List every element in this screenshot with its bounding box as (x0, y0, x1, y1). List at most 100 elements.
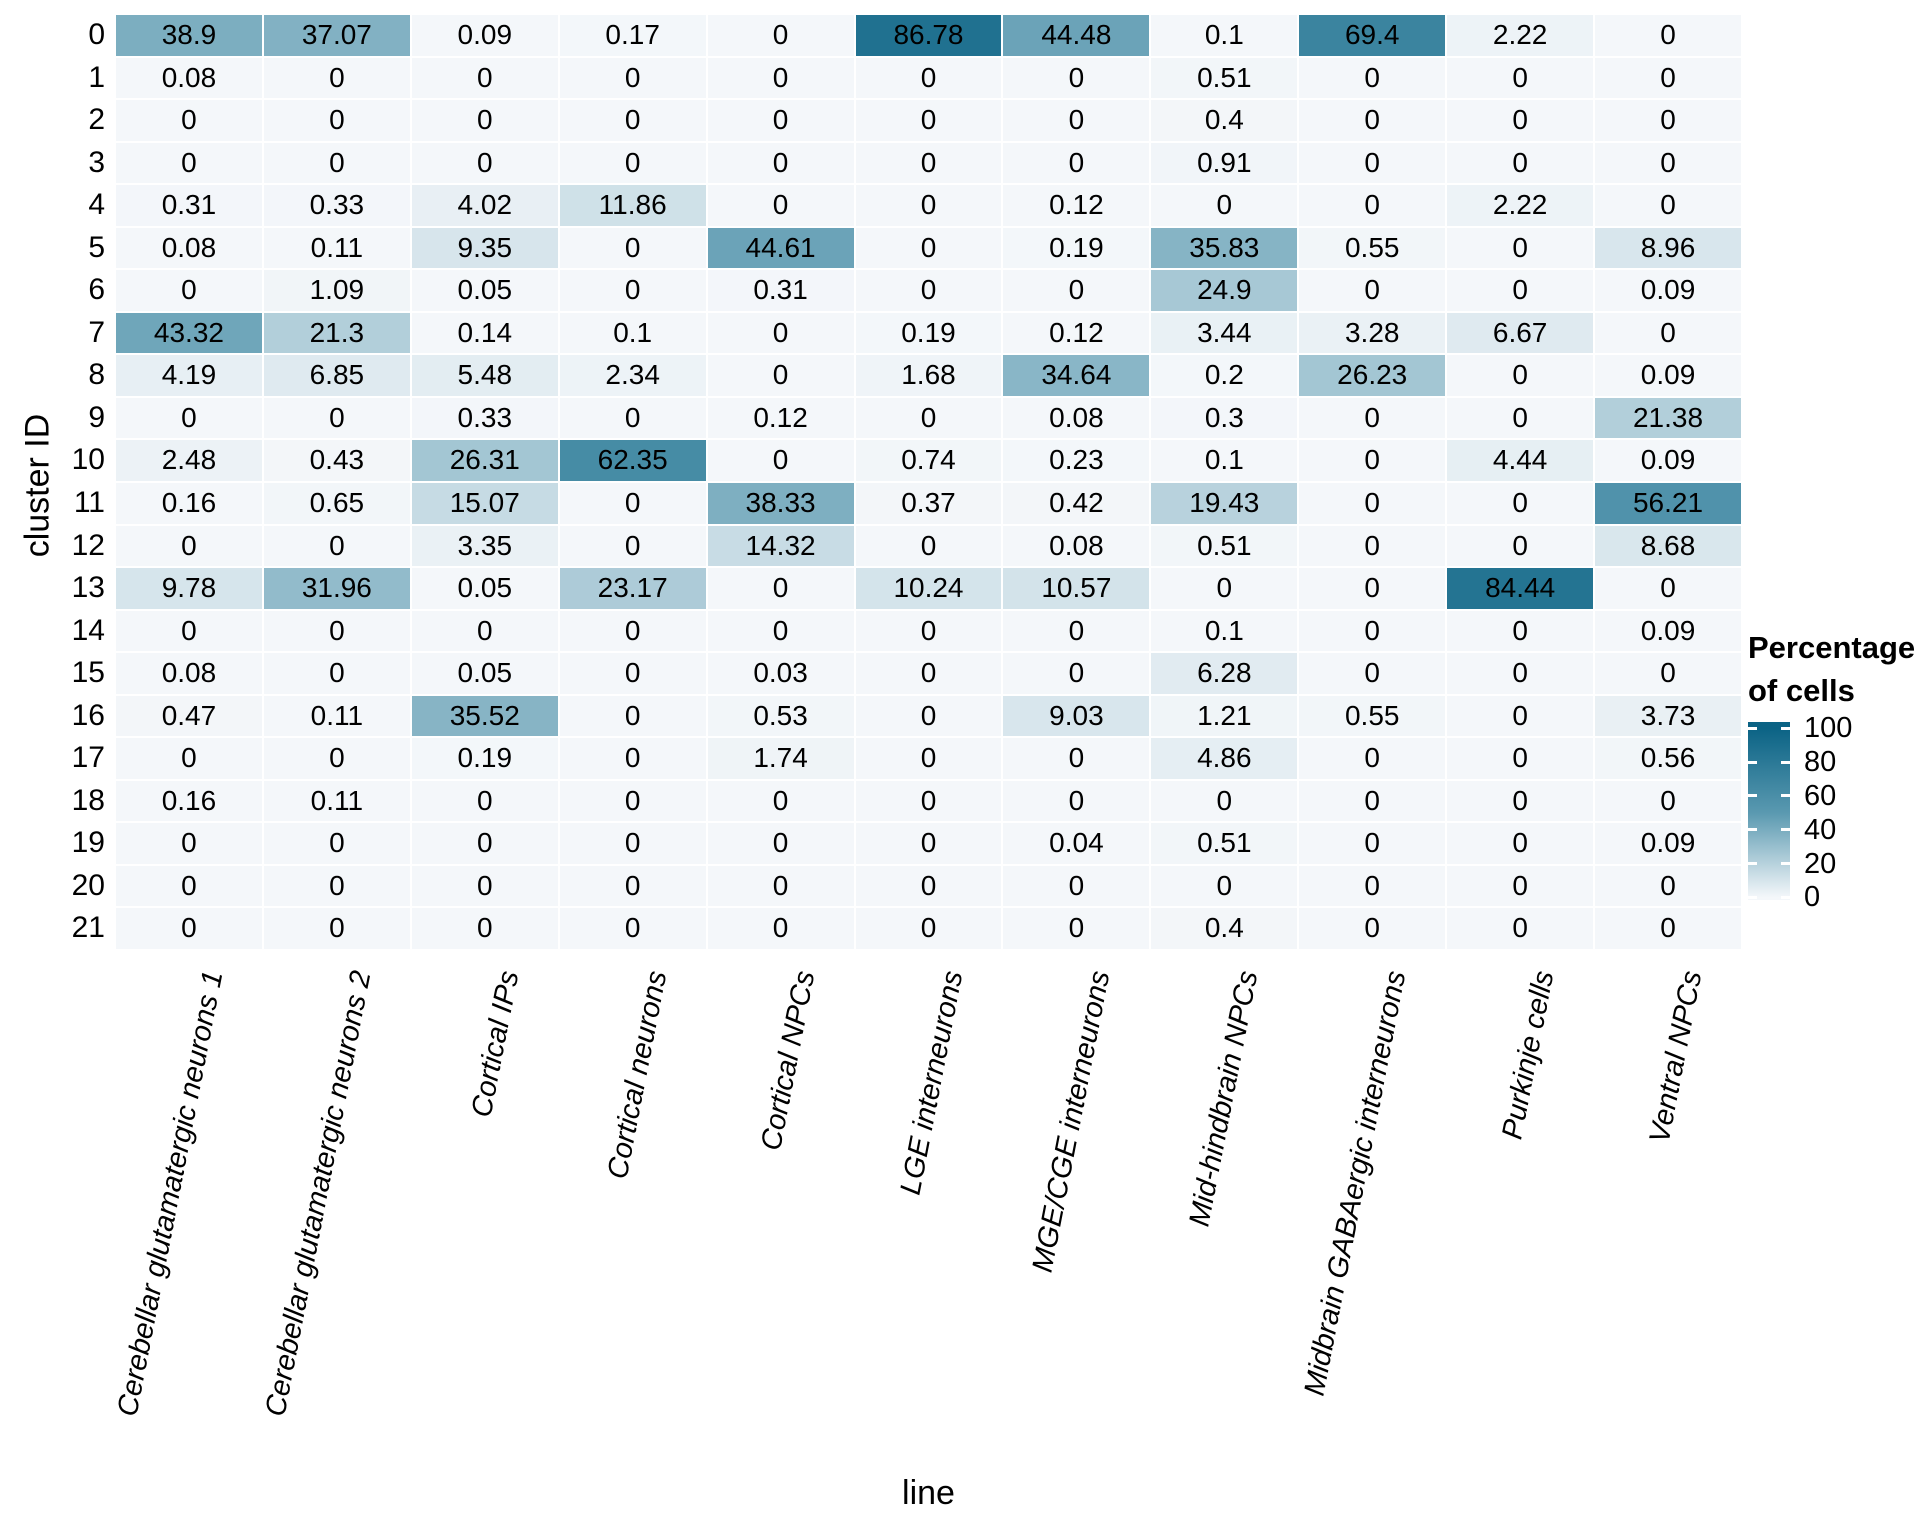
heatmap-cell: 24.9 (1151, 270, 1298, 311)
heatmap-cell: 0.08 (116, 57, 262, 99)
line-label: Cortical neurons (601, 968, 674, 1182)
heatmap-cell: 0 (1003, 738, 1150, 779)
heatmap-cell: 0 (559, 483, 706, 524)
heatmap-cell: 0 (855, 610, 1002, 652)
legend-tick-mark (1781, 895, 1790, 899)
heatmap-cell: 0.2 (1151, 355, 1298, 396)
heatmap-cell: 0.51 (1151, 57, 1298, 99)
cluster-id-label: 6 (88, 273, 105, 307)
heatmap-cell: 0.08 (1003, 525, 1150, 567)
cluster-id-label: 14 (71, 613, 105, 647)
heatmap-cell: 0.33 (263, 185, 410, 226)
heatmap-cell: 0 (411, 865, 558, 907)
heatmap-cell: 0.91 (1151, 142, 1298, 184)
heatmap-cell: 0 (1595, 142, 1741, 184)
heatmap-cell: 0.16 (116, 483, 262, 524)
heatmap-cell: 44.61 (707, 227, 854, 269)
heatmap-cell: 3.28 (1299, 312, 1446, 354)
heatmap-cell: 0.37 (855, 483, 1002, 524)
heatmap-cell: 0 (116, 525, 262, 567)
legend-tick-mark (1781, 828, 1790, 832)
cluster-id-label: 16 (71, 698, 105, 732)
heatmap-cell: 0 (1003, 142, 1150, 184)
heatmap-cell: 21.3 (263, 312, 410, 354)
heatmap-cell: 0 (559, 57, 706, 99)
heatmap-cell: 0 (1299, 908, 1446, 949)
heatmap-cell: 38.9 (116, 15, 262, 56)
heatmap-cell: 0.12 (707, 397, 854, 439)
heatmap-cell: 0 (855, 270, 1002, 311)
heatmap-cell: 0.09 (1595, 355, 1741, 396)
legend-tick-label: 60 (1804, 779, 1837, 812)
heatmap-cell: 0.1 (1151, 440, 1298, 481)
heatmap-cell: 0 (1299, 397, 1446, 439)
heatmap-cell: 0 (1595, 908, 1741, 949)
heatmap-cell: 0.04 (1003, 823, 1150, 864)
heatmap-cell: 0 (855, 695, 1002, 737)
heatmap-cell: 0 (559, 865, 706, 907)
heatmap-cell: 0 (1447, 908, 1594, 949)
heatmap-cell: 0 (1595, 57, 1741, 99)
heatmap-cell: 0 (855, 397, 1002, 439)
heatmap-cell: 0 (559, 610, 706, 652)
heatmap-cell: 0 (707, 610, 854, 652)
heatmap-cell: 0 (855, 823, 1002, 864)
heatmap-cell: 11.86 (559, 185, 706, 226)
heatmap-cell: 0 (1595, 100, 1741, 141)
legend-tick-mark (1748, 726, 1757, 730)
cluster-id-label: 13 (71, 571, 105, 605)
heatmap-cell: 0 (1003, 57, 1150, 99)
heatmap-cell: 9.78 (116, 568, 262, 609)
heatmap-cell: 0 (263, 610, 410, 652)
line-label: Midbrain GABAergic interneurons (1298, 968, 1413, 1399)
heatmap-cell: 0 (707, 185, 854, 226)
heatmap-cell: 0 (263, 653, 410, 694)
line-label: Cerebellar glutamatergic neurons 1 (111, 968, 230, 1419)
heatmap-cell: 0.74 (855, 440, 1002, 481)
heatmap-cell: 0 (855, 780, 1002, 822)
line-label: Ventral NPCs (1643, 968, 1709, 1146)
heatmap-cell: 14.32 (707, 525, 854, 567)
heatmap-cell: 0.1 (1151, 15, 1298, 56)
heatmap-cell: 0 (116, 908, 262, 949)
heatmap-cell: 0 (559, 823, 706, 864)
heatmap-cell: 0 (1447, 865, 1594, 907)
heatmap-cell: 6.28 (1151, 653, 1298, 694)
heatmap-cell: 0 (707, 142, 854, 184)
heatmap-cell: 0 (116, 397, 262, 439)
heatmap-cell: 0 (1595, 653, 1741, 694)
heatmap-cell: 38.33 (707, 483, 854, 524)
heatmap-cell: 0 (1299, 865, 1446, 907)
heatmap-cell: 0 (411, 142, 558, 184)
heatmap-cell: 0 (1003, 865, 1150, 907)
heatmap-cell: 1.09 (263, 270, 410, 311)
heatmap-cell: 0.43 (263, 440, 410, 481)
heatmap-cell: 0 (1447, 57, 1594, 99)
heatmap-cell: 0 (855, 100, 1002, 141)
heatmap-cell: 0 (1447, 483, 1594, 524)
heatmap-cell: 0 (707, 823, 854, 864)
cluster-id-label: 5 (88, 230, 105, 264)
line-label: Mid-hindbrain NPCs (1183, 968, 1265, 1230)
heatmap-cell: 0 (559, 100, 706, 141)
heatmap-cell: 0.09 (1595, 270, 1741, 311)
heatmap-cell: 0.14 (411, 312, 558, 354)
heatmap-cell: 0 (1447, 738, 1594, 779)
heatmap-cell: 0.16 (116, 780, 262, 822)
legend-title-line2: of cells (1748, 673, 1855, 708)
heatmap-cell: 0 (1595, 185, 1741, 226)
legend-tick-label: 80 (1804, 746, 1837, 779)
heatmap-cell: 31.96 (263, 568, 410, 609)
heatmap-cell: 0 (1151, 865, 1298, 907)
heatmap-cell: 0 (1151, 185, 1298, 226)
cluster-id-label: 4 (88, 188, 105, 222)
heatmap-cell: 0 (855, 142, 1002, 184)
heatmap-cell: 0.4 (1151, 100, 1298, 141)
heatmap-cell: 0.11 (263, 695, 410, 737)
heatmap-cell: 9.35 (411, 227, 558, 269)
legend-tick-mark (1781, 726, 1790, 730)
heatmap-cell: 0.31 (116, 185, 262, 226)
heatmap-cell: 6.67 (1447, 312, 1594, 354)
heatmap-cell: 0.12 (1003, 185, 1150, 226)
heatmap-cell: 0.03 (707, 653, 854, 694)
